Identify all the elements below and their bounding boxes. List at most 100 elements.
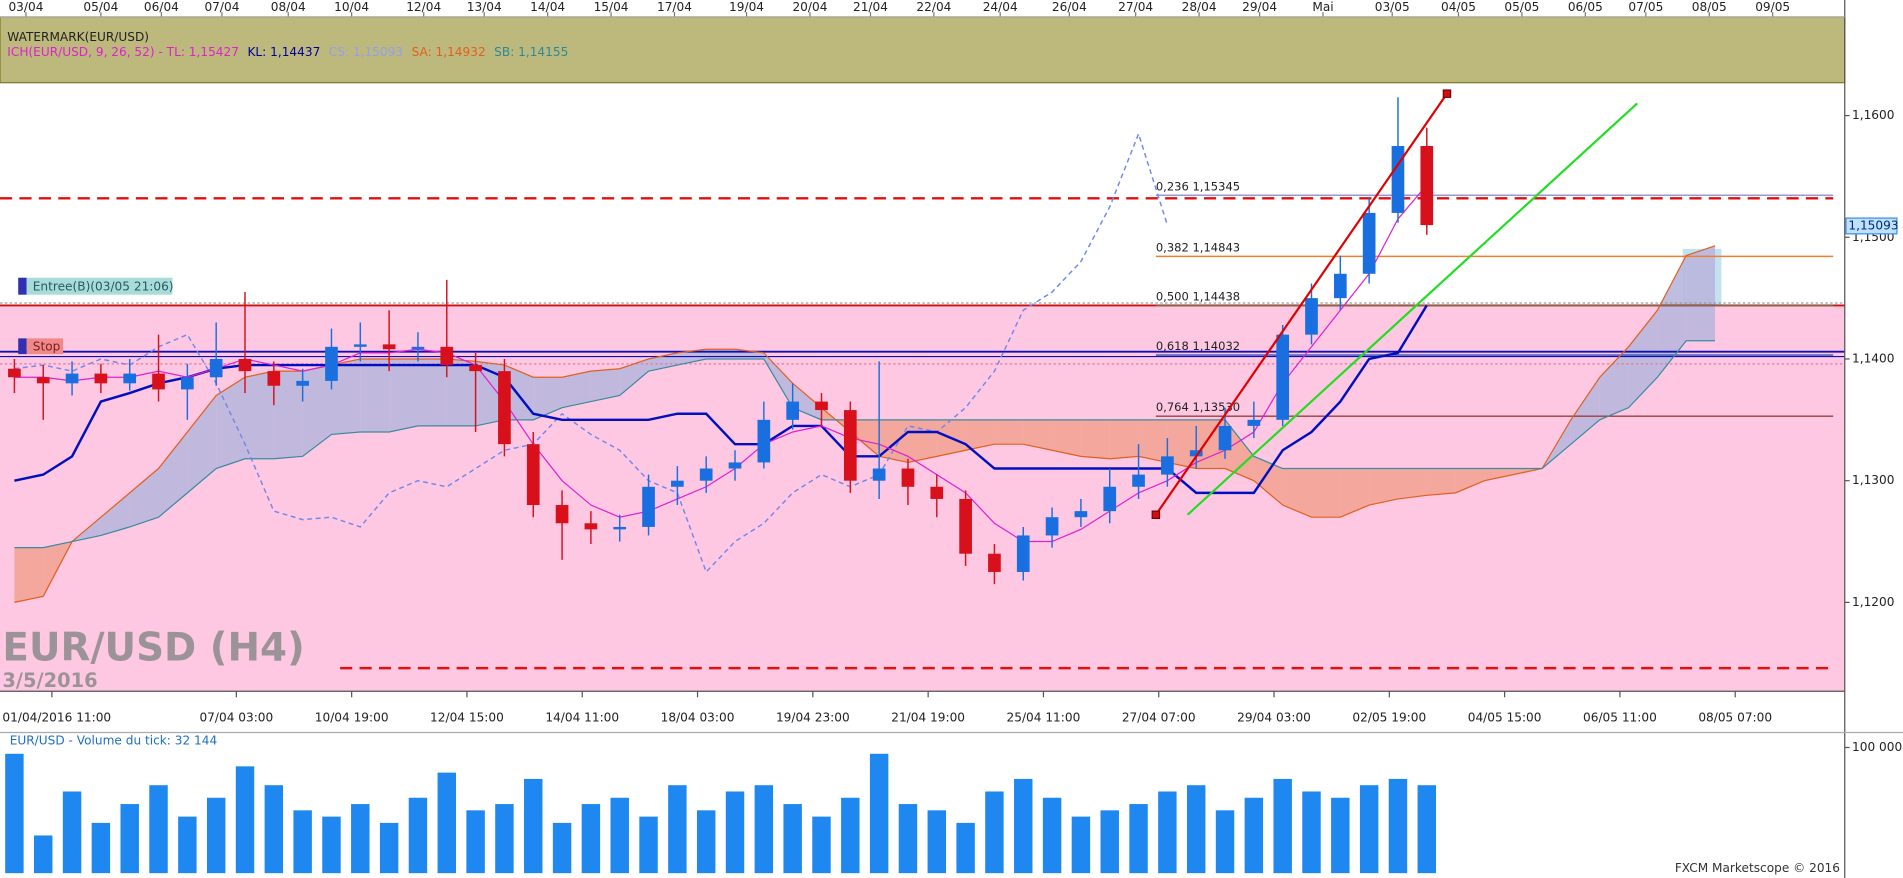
entry-label: Entree(B)(03/05 21:06) <box>33 279 174 293</box>
top-tick-label: 09/05 <box>1755 0 1790 14</box>
top-tick-label: 12/04 <box>406 0 441 14</box>
cloud-fill <box>1253 456 1283 506</box>
cloud-fill <box>14 547 44 603</box>
candle-body <box>671 480 684 487</box>
top-tick-label: 06/04 <box>144 0 179 14</box>
candle-body <box>1305 298 1318 335</box>
candle-body <box>786 401 800 420</box>
legend-entry: SA: 1,14932 <box>412 45 486 59</box>
x-tick-label: 19/04 23:00 <box>776 710 850 724</box>
candle-body <box>930 486 944 499</box>
cloud-fill <box>879 419 908 463</box>
cloud-fill <box>331 358 361 435</box>
volume-bar <box>639 816 658 874</box>
candle-body <box>382 344 396 350</box>
top-tick-label: 07/04 <box>204 0 239 14</box>
candle-body <box>440 346 454 366</box>
volume-y-tick-label: 100 000 <box>1852 740 1902 754</box>
volume-bar <box>264 785 284 874</box>
x-tick-label: 25/04 11:00 <box>1007 710 1081 724</box>
fib-label: 0,500 1,14438 <box>1156 290 1240 304</box>
volume-bar <box>754 785 774 874</box>
volume-bar <box>120 804 139 874</box>
volume-bar <box>1359 785 1379 874</box>
cloud-fill <box>1628 310 1658 408</box>
volume-bar <box>1129 804 1148 874</box>
candle-body <box>469 365 482 372</box>
volume-bar <box>696 810 716 874</box>
volume-bar <box>495 804 514 874</box>
top-tick-label: 08/05 <box>1692 0 1727 14</box>
cloud-fill <box>619 358 649 396</box>
x-tick-label: 04/05 15:00 <box>1468 710 1542 724</box>
top-tick-label: Mai <box>1312 0 1333 14</box>
volume-bar <box>1186 785 1206 874</box>
cloud-fill <box>706 349 736 359</box>
legend-title: WATERMARK(EUR/USD) <box>7 30 149 44</box>
volume-bar <box>841 797 860 874</box>
legend-entry: SB: 1,14155 <box>494 45 568 59</box>
candle-body <box>123 373 137 384</box>
cloud-fill <box>389 358 418 433</box>
candle-body <box>36 377 50 384</box>
volume-bar <box>524 778 543 874</box>
candle-body <box>267 371 281 386</box>
stop-marker <box>18 338 27 355</box>
candle-body <box>1103 486 1117 512</box>
trendline <box>1186 102 1638 516</box>
volume-bar <box>1100 810 1119 874</box>
cloud-fill <box>245 371 274 459</box>
footer: FXCM Marketscope © 2016 <box>1675 861 1840 875</box>
candle-body <box>1016 535 1030 572</box>
cloud-fill <box>360 358 390 433</box>
last-price-box <box>1845 217 1898 235</box>
candle-body <box>353 344 367 347</box>
volume-bar <box>1071 816 1091 874</box>
candle-body <box>728 462 742 469</box>
candle-body <box>584 523 598 530</box>
top-tick-label: 05/05 <box>1504 0 1539 14</box>
top-tick-label: 21/04 <box>853 0 888 14</box>
candle-body <box>988 553 1001 572</box>
watermark: EUR/USD (H4) <box>2 626 304 671</box>
candle-body <box>65 373 79 384</box>
volume-bar <box>1331 797 1350 874</box>
top-tick-label: 03/04 <box>8 0 43 14</box>
trendline-handle <box>1442 89 1452 98</box>
volume-bar <box>581 804 601 874</box>
stop-label: Stop <box>33 339 61 353</box>
cloud-fill <box>187 395 217 493</box>
candle-body <box>1045 517 1059 536</box>
cloud-fill <box>1570 377 1600 445</box>
candle-body <box>843 410 857 481</box>
candle-body <box>815 401 828 411</box>
candle-body <box>1189 450 1203 457</box>
top-tick-label: 06/05 <box>1568 0 1603 14</box>
x-tick-label: 02/05 19:00 <box>1352 710 1426 724</box>
cloud-fill <box>1397 468 1427 499</box>
senkou-b <box>14 340 1716 549</box>
top-tick-label: 08/04 <box>271 0 306 14</box>
fib-label: 0,764 1,13530 <box>1156 400 1240 414</box>
candle-body <box>613 526 627 530</box>
volume-bar <box>235 766 255 874</box>
cloud-fill <box>1340 468 1370 518</box>
cloud-fill <box>1196 419 1226 469</box>
candle-body <box>1074 511 1088 518</box>
candle-body <box>959 498 972 554</box>
cloud-fill <box>677 349 707 366</box>
cloud-fill <box>994 419 1024 445</box>
top-tick-label: 15/04 <box>594 0 629 14</box>
y-tick-label: 1,1400 <box>1852 351 1894 365</box>
legend-entry: CS: 1,15093 <box>329 45 403 59</box>
candle-body <box>152 373 165 390</box>
candle-body <box>325 346 338 381</box>
top-tick-label: 19/04 <box>729 0 764 14</box>
volume-bar <box>812 816 831 874</box>
x-tick-label: 18/04 03:00 <box>661 710 735 724</box>
legend-entry: ICH(EUR/USD, 9, 26, 52) - TL: 1,15427 <box>7 45 239 59</box>
fib-label: 0,618 1,14032 <box>1156 339 1240 353</box>
volume-bar <box>1215 810 1235 874</box>
candle-body <box>1333 273 1347 299</box>
